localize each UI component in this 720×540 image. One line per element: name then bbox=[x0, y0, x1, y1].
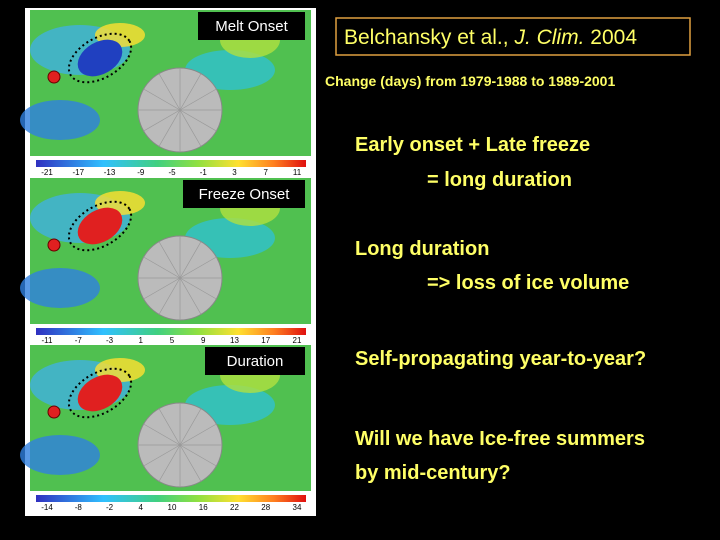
colorbar-label: 21 bbox=[293, 336, 302, 345]
meridian bbox=[179, 408, 202, 446]
meridian bbox=[143, 423, 181, 446]
meridian bbox=[179, 109, 217, 132]
meridian bbox=[179, 109, 202, 147]
bullets: Early onset + Late freeze = long duration… bbox=[355, 134, 646, 484]
map-region bbox=[20, 268, 100, 308]
site-dot bbox=[47, 238, 61, 252]
colorbar-label: 13 bbox=[230, 336, 239, 345]
map-panel: Melt Onset-21 -17 -13 -9 -5 -1 3 7 11 bbox=[20, 10, 311, 177]
colorbar-label: 9 bbox=[201, 336, 206, 345]
panel-title: Duration bbox=[227, 353, 284, 370]
colorbar-label: 11 bbox=[293, 168, 302, 177]
colorbar-label: 22 bbox=[230, 503, 239, 512]
site-dot bbox=[47, 70, 61, 84]
bullet-line: => loss of ice volume bbox=[427, 272, 629, 294]
citation: Belchansky et al., J. Clim. 2004 bbox=[344, 26, 637, 49]
map-panel: Duration -14 -8 -2 4 10 16 22 28 34 bbox=[20, 345, 311, 512]
map-region bbox=[20, 435, 100, 475]
colorbar-label: 28 bbox=[261, 503, 270, 512]
bullet-line: by mid-century? bbox=[355, 462, 511, 484]
meridian bbox=[158, 444, 181, 482]
colorbar-label: -14 bbox=[41, 503, 53, 512]
meridian bbox=[143, 444, 181, 467]
meridian bbox=[179, 73, 202, 111]
colorbar-label: -3 bbox=[106, 336, 114, 345]
colorbar-label: 17 bbox=[261, 336, 270, 345]
citation-year: 2004 bbox=[590, 26, 637, 49]
meridian bbox=[179, 444, 217, 467]
colorbar bbox=[36, 160, 306, 167]
meridian bbox=[179, 423, 217, 446]
colorbar-label: 3 bbox=[232, 168, 237, 177]
bullet-line: Will we have Ice-free summers bbox=[355, 428, 645, 450]
citation-box bbox=[335, 17, 691, 56]
colorbar-label: 5 bbox=[170, 336, 175, 345]
meridian bbox=[158, 241, 181, 279]
panel-title: Melt Onset bbox=[215, 18, 288, 35]
meridian bbox=[143, 88, 181, 111]
meridian bbox=[179, 277, 202, 315]
map-anomaly bbox=[77, 207, 123, 245]
meridian bbox=[158, 408, 181, 446]
colorbar-label: 16 bbox=[199, 503, 208, 512]
colorbar-label: -17 bbox=[72, 168, 84, 177]
map-panel: Freeze Onset -11 -7 -3 1 5 9 13 17 21 bbox=[20, 178, 311, 345]
map-anomaly bbox=[77, 374, 123, 412]
meridian bbox=[179, 88, 217, 111]
colorbar-label: -21 bbox=[41, 168, 53, 177]
colorbar-label: -2 bbox=[106, 503, 114, 512]
meridian bbox=[143, 109, 181, 132]
colorbar-label: 10 bbox=[168, 503, 177, 512]
meridian bbox=[158, 277, 181, 315]
bullet-line: = long duration bbox=[427, 169, 572, 191]
meridian bbox=[179, 444, 202, 482]
citation-journal: J. Clim. bbox=[513, 26, 584, 49]
meridian bbox=[143, 256, 181, 279]
subtitle: Change (days) from 1979-1988 to 1989-200… bbox=[325, 73, 615, 89]
colorbar-label: 4 bbox=[139, 503, 144, 512]
colorbar bbox=[36, 328, 306, 335]
meridian bbox=[158, 73, 181, 111]
panel-title: Freeze Onset bbox=[199, 186, 291, 203]
colorbar-label: 1 bbox=[139, 336, 144, 345]
meridian bbox=[179, 256, 217, 279]
map-region bbox=[20, 100, 100, 140]
bullet-line: Long duration bbox=[355, 238, 489, 260]
dotted-outline bbox=[67, 200, 133, 252]
label-bg bbox=[183, 180, 305, 208]
meridian bbox=[179, 277, 217, 300]
citation-authors: Belchansky et al., bbox=[344, 26, 509, 49]
map-anomaly bbox=[77, 39, 123, 77]
dotted-outline bbox=[67, 32, 133, 84]
meridian bbox=[143, 277, 181, 300]
bullet-line: Early onset + Late freeze bbox=[355, 134, 590, 156]
bullet-line: Self-propagating year-to-year? bbox=[355, 348, 646, 370]
label-bg bbox=[198, 12, 305, 40]
colorbar-label: -13 bbox=[104, 168, 116, 177]
colorbar-label: -7 bbox=[75, 336, 83, 345]
colorbar-label: -9 bbox=[137, 168, 145, 177]
dotted-outline bbox=[67, 367, 133, 419]
site-dot bbox=[47, 405, 61, 419]
colorbar-label: 34 bbox=[293, 503, 302, 512]
meridian bbox=[158, 109, 181, 147]
colorbar-label: -1 bbox=[200, 168, 208, 177]
label-bg bbox=[205, 347, 305, 375]
colorbar-label: 7 bbox=[264, 168, 269, 177]
colorbar-label: -11 bbox=[42, 336, 54, 345]
colorbar-label: -5 bbox=[168, 168, 176, 177]
colorbar-label: -8 bbox=[75, 503, 83, 512]
meridian bbox=[179, 241, 202, 279]
colorbar bbox=[36, 495, 306, 502]
